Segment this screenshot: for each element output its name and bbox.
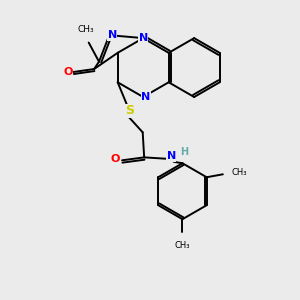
Text: O: O: [64, 67, 73, 77]
Text: N: N: [142, 92, 151, 102]
Text: H: H: [180, 147, 188, 158]
Text: N: N: [167, 152, 176, 161]
Text: CH₃: CH₃: [77, 25, 94, 34]
Text: CH₃: CH₃: [175, 241, 190, 250]
Text: N: N: [108, 30, 117, 40]
Text: S: S: [125, 104, 134, 117]
Text: N: N: [139, 33, 148, 43]
Text: CH₃: CH₃: [231, 168, 247, 177]
Text: O: O: [111, 154, 120, 164]
